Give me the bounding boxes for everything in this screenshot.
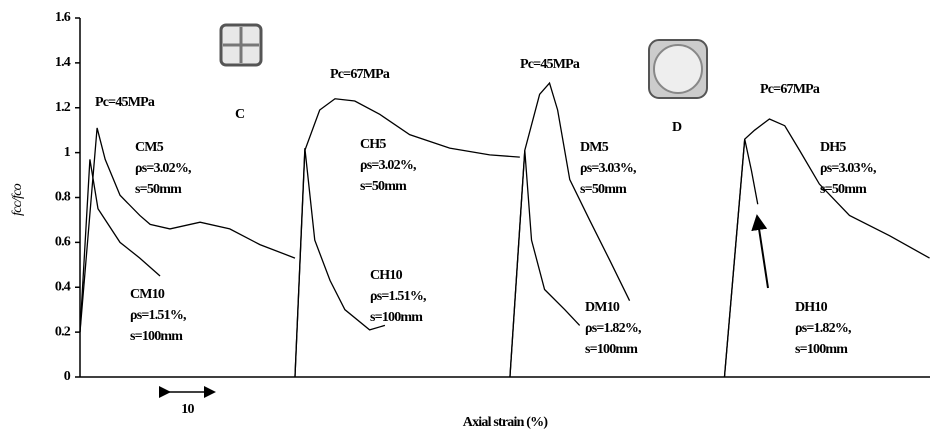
specimen-detail: s=50mm <box>580 182 627 197</box>
series-line <box>79 127 296 333</box>
icon-d <box>648 39 708 99</box>
specimen-detail: s=100mm <box>795 342 848 357</box>
specimen-detail: ρs=1.51%, <box>130 308 186 323</box>
series-line <box>294 98 520 378</box>
specimen-name: DH5 <box>820 140 846 155</box>
specimen-detail: ρs=1.82%, <box>585 321 641 336</box>
specimen-name: DH10 <box>795 300 828 315</box>
specimen-detail: s=100mm <box>370 310 423 325</box>
series-line <box>723 118 930 378</box>
y-tick-label: 1.2 <box>55 100 71 115</box>
specimen-detail: ρs=3.02%, <box>135 161 191 176</box>
specimen-name: DM5 <box>580 140 609 155</box>
specimen-detail: s=50mm <box>360 179 407 194</box>
y-tick-label: 1.6 <box>55 10 71 25</box>
annotation: D <box>672 120 682 135</box>
specimen-detail: ρs=3.03%, <box>580 161 636 176</box>
series-line <box>294 148 386 378</box>
specimen-detail: s=100mm <box>585 342 638 357</box>
y-tick-label: 1.4 <box>55 55 71 70</box>
arrow <box>751 214 769 289</box>
specimen-detail: s=50mm <box>135 182 182 197</box>
specimen-detail: s=100mm <box>130 329 183 344</box>
y-tick-label: 0.4 <box>55 279 71 294</box>
specimen-name: DM10 <box>585 300 620 315</box>
y-tick-label: 1 <box>64 145 71 160</box>
x-axis-label: Axial strain (%) <box>463 415 549 430</box>
y-tick-label: 0.6 <box>55 235 71 250</box>
y-axis-label: fcc/fco <box>10 183 25 216</box>
specimen-detail: ρs=1.51%, <box>370 289 426 304</box>
annotation: C <box>235 107 245 122</box>
annotation: Pc=45MPa <box>520 57 580 72</box>
specimen-name: CH10 <box>370 268 403 283</box>
y-tick-label: 0.8 <box>55 190 71 205</box>
specimen-detail: ρs=3.02%, <box>360 158 416 173</box>
specimen-name: CM5 <box>135 140 164 155</box>
annotation: Pc=67MPa <box>330 67 390 82</box>
specimen-detail: ρs=3.03%, <box>820 161 876 176</box>
annotation: Pc=67MPa <box>760 82 820 97</box>
series-line <box>723 139 759 378</box>
annotation: Pc=45MPa <box>95 95 155 110</box>
specimen-name: CH5 <box>360 137 386 152</box>
series-line <box>509 81 631 378</box>
specimen-detail: s=50mm <box>820 182 867 197</box>
series-line <box>79 159 161 333</box>
specimen-detail: ρs=1.82%, <box>795 321 851 336</box>
specimen-name: CM10 <box>130 287 165 302</box>
scale-bar-label: 10 <box>181 402 194 417</box>
icon-c <box>219 23 263 67</box>
series-line <box>509 150 581 378</box>
y-tick-label: 0.2 <box>55 324 71 339</box>
y-tick-label: 0 <box>64 369 71 384</box>
